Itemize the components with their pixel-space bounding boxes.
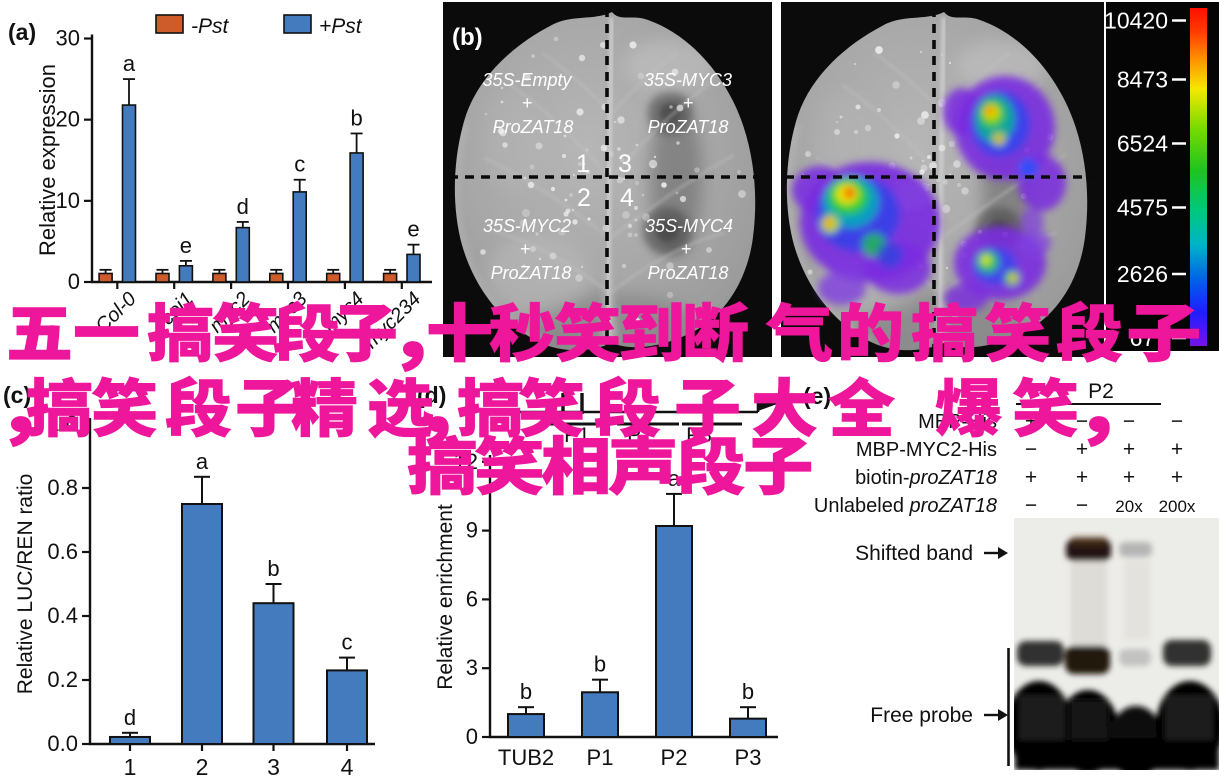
svg-text:0.4: 0.4 (47, 603, 78, 628)
svg-text:-Pst: -Pst (191, 15, 230, 38)
svg-text:b: b (594, 652, 606, 677)
svg-text:(c): (c) (3, 382, 31, 408)
svg-text:biotin-proZAT18: biotin-proZAT18 (855, 467, 997, 489)
svg-text:TUB2: TUB2 (498, 745, 554, 770)
svg-text:9: 9 (466, 518, 478, 543)
svg-text:35S-Empty: 35S-Empty (482, 70, 572, 90)
svg-text:200x: 200x (1159, 497, 1196, 516)
svg-text:+: + (522, 93, 533, 113)
svg-text:0: 0 (68, 269, 80, 294)
svg-text:0: 0 (466, 724, 478, 749)
svg-text:P3: P3 (735, 745, 762, 770)
svg-text:+Pst: +Pst (319, 15, 363, 38)
svg-text:b: b (350, 105, 362, 130)
svg-text:+: + (520, 239, 531, 259)
svg-text:8473: 8473 (1117, 67, 1168, 93)
svg-text:0.0: 0.0 (47, 731, 78, 756)
svg-text:3: 3 (267, 754, 280, 780)
svg-text:P2: P2 (661, 745, 688, 770)
svg-text:+: + (1171, 438, 1183, 461)
svg-text:MBP-MYC2-His: MBP-MYC2-His (856, 439, 997, 461)
svg-text:d: d (237, 194, 249, 219)
svg-text:+: + (681, 239, 692, 259)
svg-text:0.8: 0.8 (47, 475, 78, 500)
svg-text:10420: 10420 (1104, 8, 1168, 34)
svg-text:+: + (1123, 438, 1135, 461)
svg-text:c: c (342, 630, 353, 655)
svg-text:ProZAT18: ProZAT18 (648, 117, 729, 137)
svg-text:+: + (1171, 466, 1183, 489)
svg-text:ProZAT18: ProZAT18 (491, 263, 572, 283)
svg-text:6: 6 (466, 586, 478, 611)
svg-text:b: b (742, 679, 754, 704)
svg-text:0.6: 0.6 (47, 539, 78, 564)
svg-text:−: − (1025, 494, 1037, 517)
svg-text:+: + (1076, 438, 1088, 461)
svg-text:+: + (683, 93, 694, 113)
svg-text:−: − (1076, 494, 1088, 517)
svg-text:b: b (267, 556, 279, 581)
svg-text:35S-MYC3: 35S-MYC3 (644, 70, 732, 90)
svg-text:a: a (196, 449, 209, 474)
svg-text:−: − (1076, 410, 1088, 433)
svg-text:(a): (a) (8, 19, 36, 45)
svg-text:−: − (1171, 410, 1183, 433)
svg-text:1: 1 (124, 754, 137, 780)
svg-text:4: 4 (341, 754, 354, 780)
svg-text:e: e (407, 217, 419, 242)
svg-text:ProZAT18: ProZAT18 (493, 117, 574, 137)
svg-text:Relative LUC/REN ratio: Relative LUC/REN ratio (14, 474, 37, 695)
svg-text:Shifted band: Shifted band (855, 542, 973, 565)
svg-text:3: 3 (466, 655, 478, 680)
svg-text:1: 1 (576, 150, 590, 178)
svg-text:6524: 6524 (1117, 131, 1168, 157)
svg-text:+: + (1025, 466, 1037, 489)
svg-text:d: d (124, 705, 136, 730)
svg-text:ProZAT18: ProZAT18 (648, 263, 729, 283)
svg-text:+: + (1123, 466, 1135, 489)
svg-text:−: − (1025, 438, 1037, 461)
svg-text:+: + (1076, 466, 1088, 489)
svg-text:10: 10 (56, 188, 80, 213)
svg-text:b: b (520, 679, 532, 704)
svg-text:e: e (180, 233, 192, 258)
svg-text:−: − (1123, 410, 1135, 433)
svg-text:Unlabeled proZAT18: Unlabeled proZAT18 (814, 495, 997, 517)
svg-text:Relative enrichment: Relative enrichment (434, 504, 457, 690)
svg-text:P2: P2 (1088, 380, 1114, 403)
svg-text:2626: 2626 (1117, 261, 1168, 287)
svg-text:20: 20 (56, 107, 80, 132)
svg-text:35S-MYC2: 35S-MYC2 (483, 216, 571, 236)
svg-text:(b): (b) (452, 24, 483, 51)
svg-text:a: a (123, 51, 136, 76)
svg-text:30: 30 (56, 26, 80, 51)
svg-text:35S-MYC4: 35S-MYC4 (645, 216, 733, 236)
svg-text:4: 4 (620, 184, 634, 212)
svg-text:Relative expression: Relative expression (35, 64, 60, 256)
svg-text:4575: 4575 (1117, 195, 1168, 221)
svg-text:3: 3 (618, 150, 632, 178)
svg-text:2: 2 (577, 184, 591, 212)
svg-text:c: c (294, 152, 305, 177)
svg-text:2: 2 (196, 754, 209, 780)
svg-text:Free probe: Free probe (870, 704, 973, 727)
svg-text:20x: 20x (1115, 497, 1143, 516)
svg-text:0.2: 0.2 (47, 667, 78, 692)
svg-text:P1: P1 (587, 745, 614, 770)
